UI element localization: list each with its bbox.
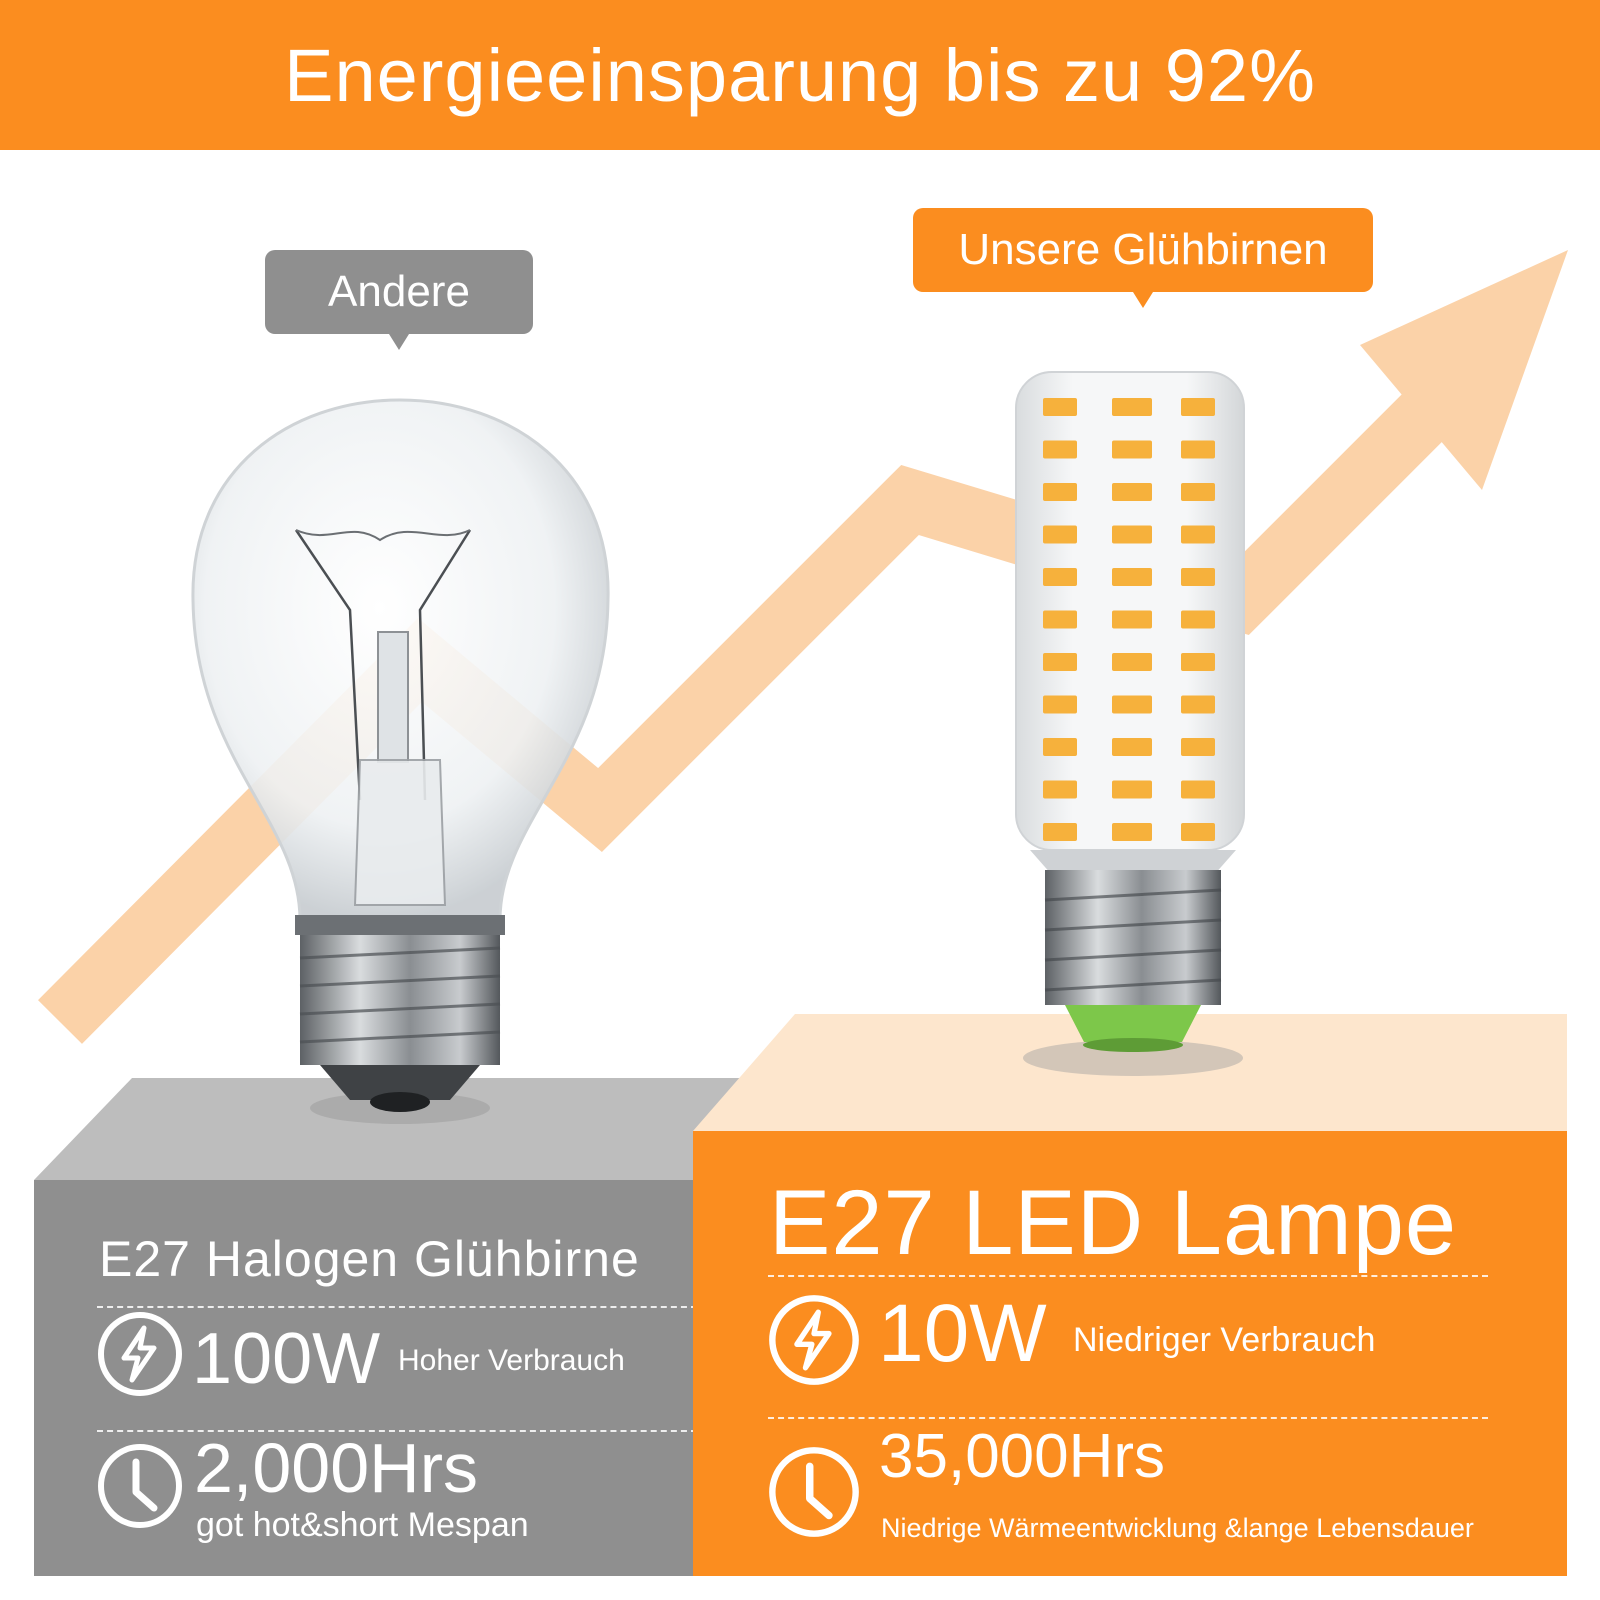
- led-chip: [1181, 653, 1215, 671]
- led-chip: [1043, 780, 1077, 799]
- led-chip: [1112, 695, 1152, 714]
- gray-platform: [34, 1078, 746, 1180]
- led-chip: [1181, 483, 1215, 501]
- lightning-bolt-icon: [98, 1312, 182, 1396]
- led-chip: [1043, 695, 1077, 714]
- led-title: E27 LED Lampe: [769, 1172, 1458, 1274]
- label-our-bulbs-text: Unsere Glühbirnen: [958, 225, 1328, 274]
- label-our-bulbs-bubble: Unsere Glühbirnen: [913, 208, 1373, 308]
- orange-platform: [693, 1014, 1567, 1131]
- halogen-spec-panel: E27 Halogen Glühbirne 100W Hoher Verbrau…: [34, 1180, 697, 1576]
- led-chip: [1043, 610, 1077, 629]
- led-chip: [1043, 823, 1077, 841]
- led-chip: [1181, 610, 1215, 629]
- lightning-bolt-icon: [769, 1295, 859, 1385]
- led-chip: [1112, 738, 1152, 756]
- halogen-power-note: Hoher Verbrauch: [398, 1344, 625, 1377]
- led-chip: [1112, 483, 1152, 501]
- led-chip: [1112, 568, 1152, 586]
- led-chip: [1112, 653, 1152, 671]
- led-chip: [1043, 525, 1077, 544]
- headline-text: Energieeinsparung bis zu 92%: [284, 33, 1316, 117]
- halogen-life-value: 2,000Hrs: [194, 1429, 479, 1507]
- led-chip: [1181, 695, 1215, 714]
- label-others-text: Andere: [328, 267, 470, 316]
- led-chip: [1043, 440, 1077, 459]
- led-chip: [1181, 525, 1215, 544]
- halogen-power-value: 100W: [192, 1319, 381, 1399]
- led-spec-panel: E27 LED Lampe 10W Niedriger Verbrauch 35…: [693, 1131, 1567, 1576]
- divider: [768, 1275, 1488, 1277]
- divider: [97, 1306, 697, 1308]
- clock-icon: [98, 1444, 182, 1528]
- led-chip: [1112, 610, 1152, 629]
- incandescent-bulb-image: [191, 398, 610, 1124]
- led-chip: [1181, 738, 1215, 756]
- led-chip: [1112, 525, 1152, 544]
- label-others-bubble: Andere: [265, 250, 533, 350]
- led-life-value: 35,000Hrs: [879, 1422, 1166, 1491]
- led-power-value: 10W: [878, 1288, 1047, 1379]
- led-chip: [1112, 398, 1152, 416]
- led-chip: [1043, 738, 1077, 756]
- led-chip: [1112, 823, 1152, 841]
- divider: [768, 1417, 1488, 1419]
- led-chip: [1112, 440, 1152, 459]
- led-chip: [1043, 653, 1077, 671]
- led-chip: [1043, 483, 1077, 501]
- headline-banner: Energieeinsparung bis zu 92%: [0, 0, 1600, 150]
- led-chip: [1181, 823, 1215, 841]
- led-power-note: Niedriger Verbrauch: [1073, 1321, 1376, 1359]
- halogen-title: E27 Halogen Glühbirne: [99, 1231, 640, 1287]
- led-life-note: Niedrige Wärmeentwicklung &lange Lebensd…: [881, 1513, 1474, 1543]
- led-chip: [1181, 780, 1215, 799]
- led-chip: [1112, 780, 1152, 799]
- led-corn-bulb-image: [1015, 371, 1245, 1076]
- led-chip: [1181, 440, 1215, 459]
- halogen-life-note: got hot&short Mespan: [196, 1506, 529, 1544]
- led-chip: [1043, 568, 1077, 586]
- divider: [97, 1430, 697, 1432]
- led-chip: [1181, 398, 1215, 416]
- led-chip: [1043, 398, 1077, 416]
- led-chip: [1181, 568, 1215, 586]
- clock-icon: [769, 1447, 859, 1537]
